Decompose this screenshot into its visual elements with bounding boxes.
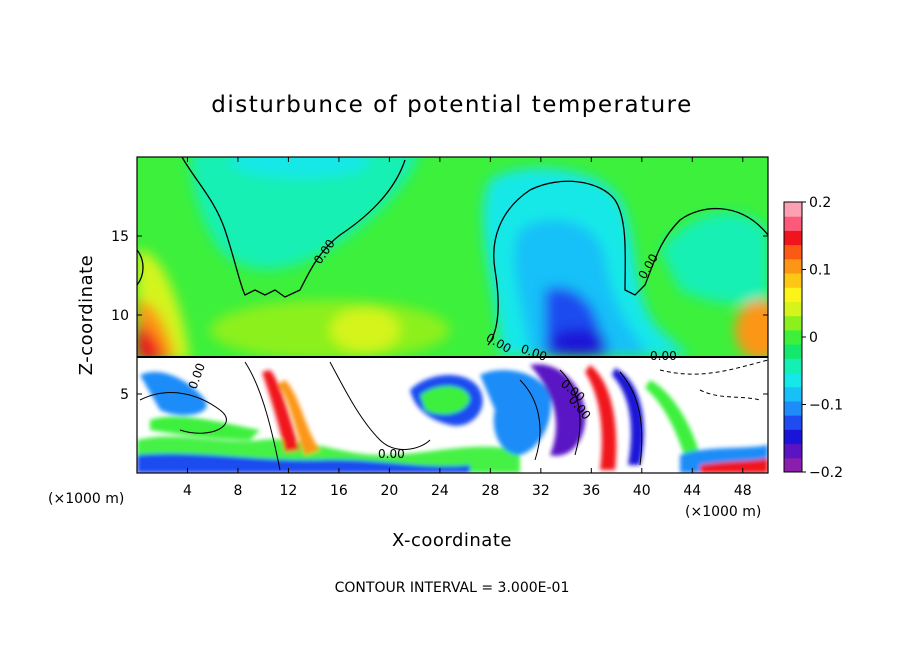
y-axis: 5 10 15 [111,229,768,403]
x-tick-label: 44 [683,483,701,499]
x-tick-label: 48 [734,483,752,499]
colorbar-swatch [784,386,802,402]
lower-contours [139,359,768,471]
warm-spot-right [735,300,768,357]
colorbar: 0.2 0.1 0 −0.1 −0.2 [783,195,843,481]
violet-swirl-32 [530,364,586,456]
colorbar-swatch [784,358,802,374]
colorbar-tick-label: −0.2 [809,465,843,481]
x-tick-label: 4 [183,483,192,499]
colorbar-swatch [784,202,802,217]
colorbar-swatch [784,400,802,416]
colorbar-tick-label: 0.1 [809,263,831,279]
colorbar-swatch [784,443,802,459]
contour-interval-note: CONTOUR INTERVAL = 3.000E-01 [335,580,570,596]
colorbar-swatch [784,230,802,246]
x-tick-label: 28 [481,483,499,499]
hot-core-left [137,325,164,357]
contour-label: 0.00 [378,447,405,461]
colorbar-tick-label: 0 [809,330,818,346]
colorbar-swatch [784,315,802,331]
x-tick-label: 16 [330,483,348,499]
bottom-band-core [137,453,470,473]
x-tick-label: 24 [431,483,449,499]
blue-plume-30 [480,370,551,455]
chart-title: disturbunce of potential temperature [211,92,693,118]
streak-left [140,371,207,416]
colorbar-swatch [784,344,802,359]
green-streak-42 [645,380,700,458]
colorbar-swatch [784,329,802,345]
x-tick-label: 12 [280,483,298,499]
colorbar-swatch [784,372,802,388]
colorbar-swatch [784,415,802,430]
zero-contours [137,157,768,346]
x-axis: 4 8 12 16 20 24 28 32 36 40 44 48 [183,157,752,499]
colorbar-swatch [784,457,802,473]
red-streak-36 [585,365,617,470]
x-tick-label: 20 [380,483,398,499]
red-band-right [700,458,768,473]
warm-streak-12 [262,370,300,452]
x-tick-label: 36 [582,483,600,499]
blue-streak-38 [612,368,644,465]
warm-streak-12b [278,380,320,455]
colorbar-swatch [784,273,802,288]
colorbar-swatch [784,244,802,260]
contour-label: 0.00 [650,349,677,363]
warm-spot-center [330,308,400,352]
heatmap-field: 0.00 0.00 0.00 0.00 0.00 0.00 0.00 0.00 … [136,156,769,474]
colorbar-swatch [784,216,802,231]
cool-plume-deep [550,328,606,356]
cool-patch-right [660,212,768,305]
colorbar-swatch [784,301,802,317]
colorbar-tick-label: −0.1 [809,398,843,414]
y-tick-label: 5 [120,387,129,403]
x-tick-label: 40 [633,483,651,499]
y-tick-label: 10 [111,308,129,324]
colorbar-swatch [784,287,802,302]
streak-left-2 [150,416,260,440]
x-unit-left: (×1000 m) [48,491,124,507]
cool-patch-top [190,157,418,270]
x-unit-right: (×1000 m) [685,504,761,520]
x-tick-label: 8 [233,483,242,499]
x-tick-label: 32 [532,483,550,499]
colorbar-swatch [784,258,802,274]
x-axis-title: X-coordinate [392,530,512,551]
colorbar-swatch [784,429,802,445]
green-swirl-24 [420,385,470,415]
y-tick-label: 15 [111,229,129,245]
y-axis-title: Z-coordinate [76,255,97,376]
colorbar-tick-label: 0.2 [809,195,831,211]
cool-core-top [230,157,370,178]
